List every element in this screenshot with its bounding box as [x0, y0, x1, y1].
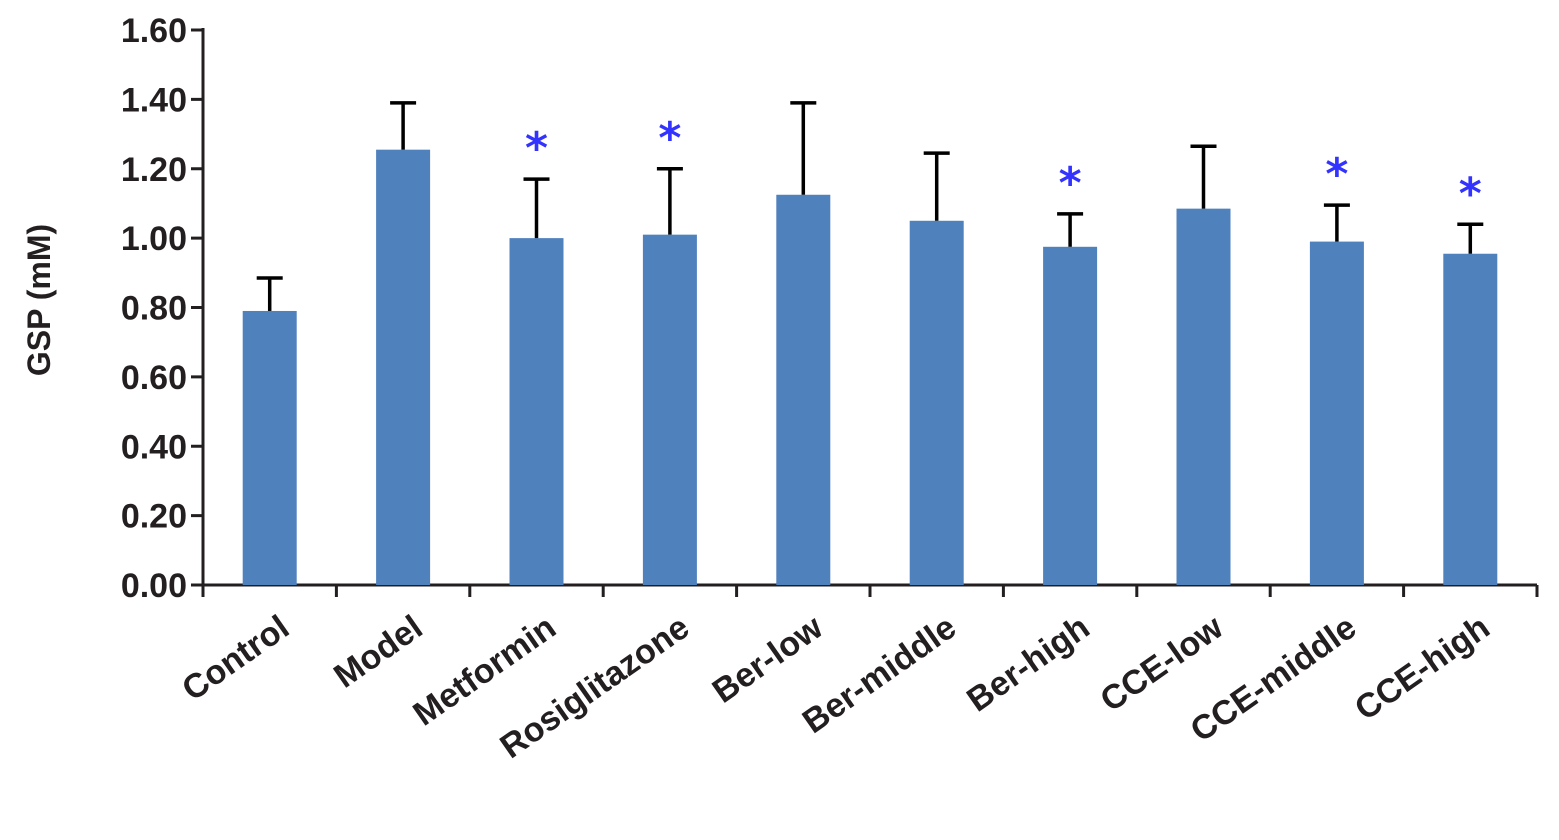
- bar-model: [376, 149, 431, 585]
- x-tick-label-ber-high: Ber-high: [960, 608, 1096, 719]
- y-tick-label: 1.20: [121, 151, 187, 189]
- y-tick-label: 0.60: [121, 359, 187, 397]
- y-tick-label: 1.40: [121, 81, 187, 119]
- y-tick-label: 1.00: [121, 220, 187, 258]
- bar-ber-high: [1043, 246, 1098, 585]
- bar-cce-middle: [1309, 241, 1364, 585]
- x-tick-label-control: Control: [175, 608, 296, 708]
- bar-rosiglitazone: [642, 234, 697, 585]
- y-tick-label: 0.40: [121, 428, 187, 466]
- significance-marker-cce-middle: *: [1325, 149, 1348, 200]
- bar-ber-low: [776, 194, 831, 585]
- y-axis: 0.00 0.20 0.40 0.60 0.80 1.00 1.20 1.40 1.60: [121, 12, 205, 605]
- significance-marker-cce-high: *: [1459, 168, 1482, 219]
- error-bars: [256, 101, 1484, 311]
- y-axis-title: GSP (mM): [21, 224, 57, 376]
- x-tick-label-model: Model: [327, 608, 429, 695]
- y-tick-label: 1.60: [121, 12, 187, 50]
- significance-marker-metformin: *: [525, 123, 548, 174]
- bar-cce-low: [1176, 208, 1231, 585]
- significance-markers: * * * * *: [525, 113, 1482, 220]
- significance-marker-ber-high: *: [1059, 158, 1082, 209]
- significance-marker-rosiglitazone: *: [658, 113, 681, 164]
- y-tick-label: 0.80: [121, 290, 187, 328]
- bar-control: [242, 310, 297, 585]
- x-tick-label-ber-low: Ber-low: [706, 608, 830, 711]
- bar-cce-high: [1443, 253, 1498, 585]
- x-axis: [201, 583, 1539, 597]
- bar-metformin: [509, 238, 564, 585]
- bar-ber-middle: [909, 220, 964, 585]
- x-tick-label-cce-high: CCE-high: [1348, 608, 1497, 728]
- bars: [242, 149, 1498, 585]
- y-tick-label: 0.00: [121, 567, 187, 605]
- y-tick-label: 0.20: [121, 498, 187, 536]
